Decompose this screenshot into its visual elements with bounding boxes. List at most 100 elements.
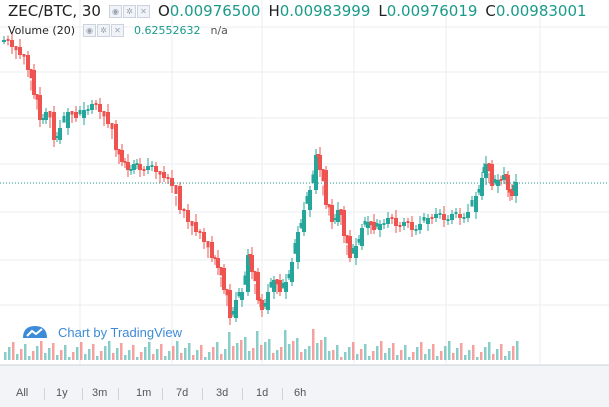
candle-body xyxy=(154,166,158,172)
candle-body xyxy=(357,239,361,243)
volume-bar xyxy=(436,356,439,360)
volume-bar xyxy=(192,355,195,360)
volume-bar xyxy=(152,354,155,360)
low-value: 0.00976019 xyxy=(386,2,478,20)
range-button-7d[interactable]: 7d xyxy=(176,387,189,399)
candle-body xyxy=(272,280,276,292)
candle-body xyxy=(132,164,136,170)
symbol-label: ZEC/BTC, 30 xyxy=(8,2,101,20)
volume-bar xyxy=(164,356,167,360)
range-button-6h[interactable]: 6h xyxy=(294,387,307,399)
eye-icon[interactable]: ◉ xyxy=(83,24,96,37)
candle-body xyxy=(269,282,273,288)
volume-bar xyxy=(496,349,499,360)
volume-bar xyxy=(40,341,43,360)
candle-body xyxy=(342,210,346,236)
range-button-all[interactable]: All xyxy=(16,387,29,399)
volume-bar xyxy=(312,329,315,360)
range-button-1y[interactable]: 1y xyxy=(56,387,68,399)
candle-body xyxy=(454,212,458,214)
volume-bar xyxy=(412,352,415,360)
candle-body xyxy=(278,280,282,292)
candle-body xyxy=(375,223,379,227)
volume-bar xyxy=(392,343,395,360)
candle-body xyxy=(202,232,206,242)
volume-bar xyxy=(252,348,255,360)
close-icon[interactable]: ✕ xyxy=(136,4,150,18)
volume-bar xyxy=(420,342,423,360)
candle-body xyxy=(336,210,340,222)
range-button-1m[interactable]: 1m xyxy=(136,387,152,399)
candle-body xyxy=(474,196,478,212)
close-icon[interactable]: ✕ xyxy=(111,24,124,37)
open-value: 0.00976500 xyxy=(169,2,261,20)
high-key: H xyxy=(268,2,280,20)
volume-bar xyxy=(104,346,107,360)
volume-controls[interactable]: ◉ ✲ ✕ xyxy=(83,24,124,37)
candle-body xyxy=(178,186,182,210)
volume-bar xyxy=(132,345,135,360)
eye-icon[interactable]: ◉ xyxy=(108,4,122,18)
volume-bar xyxy=(344,352,347,360)
candle-body xyxy=(299,223,303,228)
candle-body xyxy=(18,47,22,55)
volume-bar xyxy=(88,349,91,360)
candle-body xyxy=(174,185,178,194)
candle-body xyxy=(129,169,133,171)
volume-bar xyxy=(244,337,247,360)
volume-bar xyxy=(196,350,199,360)
price-chart[interactable]: 23252729Jul3 xyxy=(0,0,609,365)
volume-bar xyxy=(452,353,455,360)
volume-bar xyxy=(24,344,27,360)
candle-body xyxy=(126,162,130,170)
volume-bar xyxy=(228,332,231,360)
candle-body xyxy=(406,221,410,223)
volume-bar xyxy=(332,350,335,360)
volume-bar xyxy=(68,357,71,360)
volume-bar xyxy=(216,342,219,360)
tradingview-watermark[interactable]: Chart by TradingView xyxy=(20,320,182,344)
range-button-3d[interactable]: 3d xyxy=(216,387,229,399)
volume-bar xyxy=(76,347,79,360)
volume-bar xyxy=(120,343,123,360)
candle-body xyxy=(216,258,220,268)
volume-bar xyxy=(464,355,467,360)
candle-body xyxy=(135,163,139,165)
candle-body xyxy=(117,149,121,155)
settings-icon[interactable]: ✲ xyxy=(97,24,110,37)
volume-label: Volume (20) xyxy=(8,24,75,37)
volume-bar xyxy=(84,354,87,360)
volume-bar xyxy=(324,337,327,360)
range-separator xyxy=(242,388,243,400)
candle-body xyxy=(146,166,150,170)
volume-bar xyxy=(264,342,267,360)
candle-body xyxy=(470,200,474,207)
range-button-3m[interactable]: 3m xyxy=(92,387,108,399)
candle-body xyxy=(434,214,438,218)
range-button-1d[interactable]: 1d xyxy=(256,387,269,399)
volume-bar xyxy=(284,330,287,360)
candle-body xyxy=(281,283,285,288)
volume-bar xyxy=(308,346,311,360)
volume-bar xyxy=(260,345,263,360)
candle-body xyxy=(414,229,418,231)
candle-body xyxy=(70,111,74,115)
chart-area[interactable]: 23252729Jul3 ZEC/BTC, 30 ◉ ✲ ✕ O0.009765… xyxy=(0,0,609,365)
candle-body xyxy=(26,55,30,70)
volume-bar xyxy=(384,353,387,360)
candle-body xyxy=(142,169,146,171)
volume-bar xyxy=(72,352,75,360)
candle-body xyxy=(194,222,198,232)
candle-body xyxy=(222,268,226,290)
candle-body xyxy=(106,112,110,124)
volume-bar xyxy=(36,346,39,360)
candle-body xyxy=(484,164,488,178)
volume-bar xyxy=(16,354,19,360)
candle-body xyxy=(123,161,127,163)
series-controls[interactable]: ◉ ✲ ✕ xyxy=(108,4,150,18)
settings-icon[interactable]: ✲ xyxy=(122,4,136,18)
candle-body xyxy=(510,190,514,196)
candle-body xyxy=(290,262,294,282)
range-toolbar: All 1y 3m 1m 7d 3d 1d 6h xyxy=(0,365,609,407)
volume-bar xyxy=(304,349,307,360)
